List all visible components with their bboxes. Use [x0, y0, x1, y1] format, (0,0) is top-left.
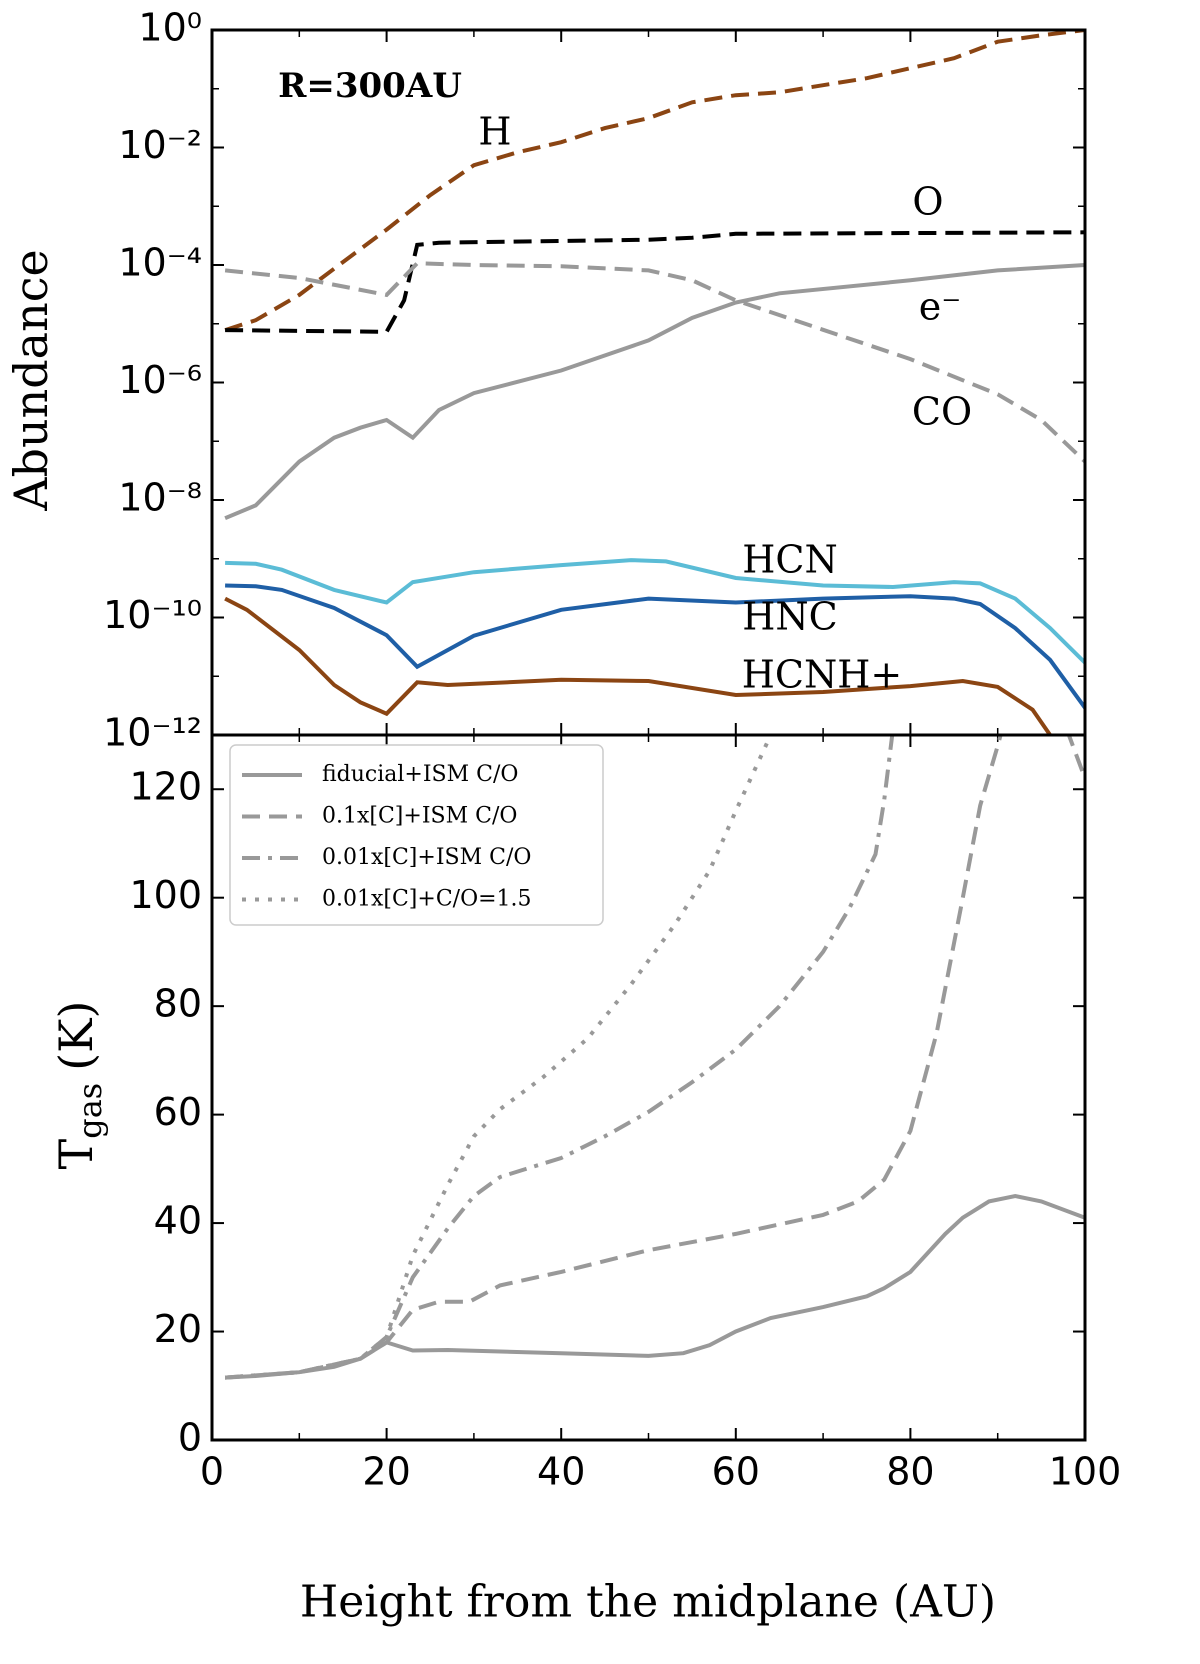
annotation: R=300AU — [278, 66, 462, 106]
x-tick-label: 100 — [1049, 1450, 1122, 1494]
y-tick-label: 10⁻¹⁰ — [103, 593, 202, 637]
series-line — [224, 735, 895, 1380]
y-tick-label: 60 — [154, 1090, 202, 1134]
y-tick-label: 10⁻² — [118, 123, 202, 167]
x-tick-label: 60 — [712, 1450, 760, 1494]
x-axis-label: Height from the midplane (AU) — [300, 1577, 996, 1628]
series-label: HCNH+ — [742, 653, 902, 697]
legend-label: 0.1x[C]+ISM C/O — [322, 804, 517, 829]
y-tick-label: 10⁰ — [138, 6, 202, 50]
y-tick-label: 100 — [129, 873, 202, 917]
series-line — [225, 230, 1085, 334]
y-tick-label: 20 — [154, 1307, 202, 1351]
x-tick-label: 40 — [537, 1450, 585, 1494]
series-line — [224, 596, 1052, 735]
series-label: HNC — [742, 595, 837, 639]
plot-area — [224, 30, 1085, 735]
y-axis-label: Tgas (K) — [49, 1001, 109, 1170]
y-axis-label: Abundance — [4, 249, 58, 511]
series-line — [224, 1193, 1085, 1380]
plot-area — [224, 735, 1085, 1380]
series-line — [225, 583, 1085, 709]
series-line — [224, 263, 1085, 521]
series-label: O — [912, 180, 943, 224]
series-line — [225, 558, 1085, 665]
series-label: H — [478, 110, 511, 154]
y-tick-label: 120 — [129, 765, 202, 809]
series-label: HCN — [742, 538, 837, 582]
x-tick-label: 20 — [362, 1450, 410, 1494]
y-tick-label: 10⁻⁶ — [118, 358, 202, 402]
series-line — [224, 261, 1085, 464]
y-label-unit: (K) — [49, 1001, 103, 1071]
y-tick-label: 80 — [154, 982, 202, 1026]
x-tick-label: 80 — [886, 1450, 934, 1494]
y-tick-label: 0 — [178, 1416, 202, 1460]
y-tick-label: 10⁻⁴ — [118, 241, 202, 285]
y-label-sub: gas — [71, 1083, 109, 1139]
y-label-main: T — [49, 1138, 103, 1169]
legend-label: 0.01x[C]+C/O=1.5 — [322, 887, 532, 912]
series-label: CO — [912, 390, 972, 434]
axes-frame — [210, 733, 1087, 1442]
x-tick-label: 0 — [200, 1450, 224, 1494]
series-line — [224, 735, 1085, 1380]
y-tick-label: 10⁻¹² — [103, 711, 202, 755]
legend-label: 0.01x[C]+ISM C/O — [322, 845, 531, 870]
y-tick-label: 10⁻⁸ — [118, 476, 202, 520]
axes-frame — [210, 28, 1087, 737]
series-label: e⁻ — [919, 285, 962, 329]
legend-label: fiducial+ISM C/O — [322, 762, 518, 787]
legend-box — [229, 744, 604, 926]
y-tick-label: 40 — [154, 1199, 202, 1243]
